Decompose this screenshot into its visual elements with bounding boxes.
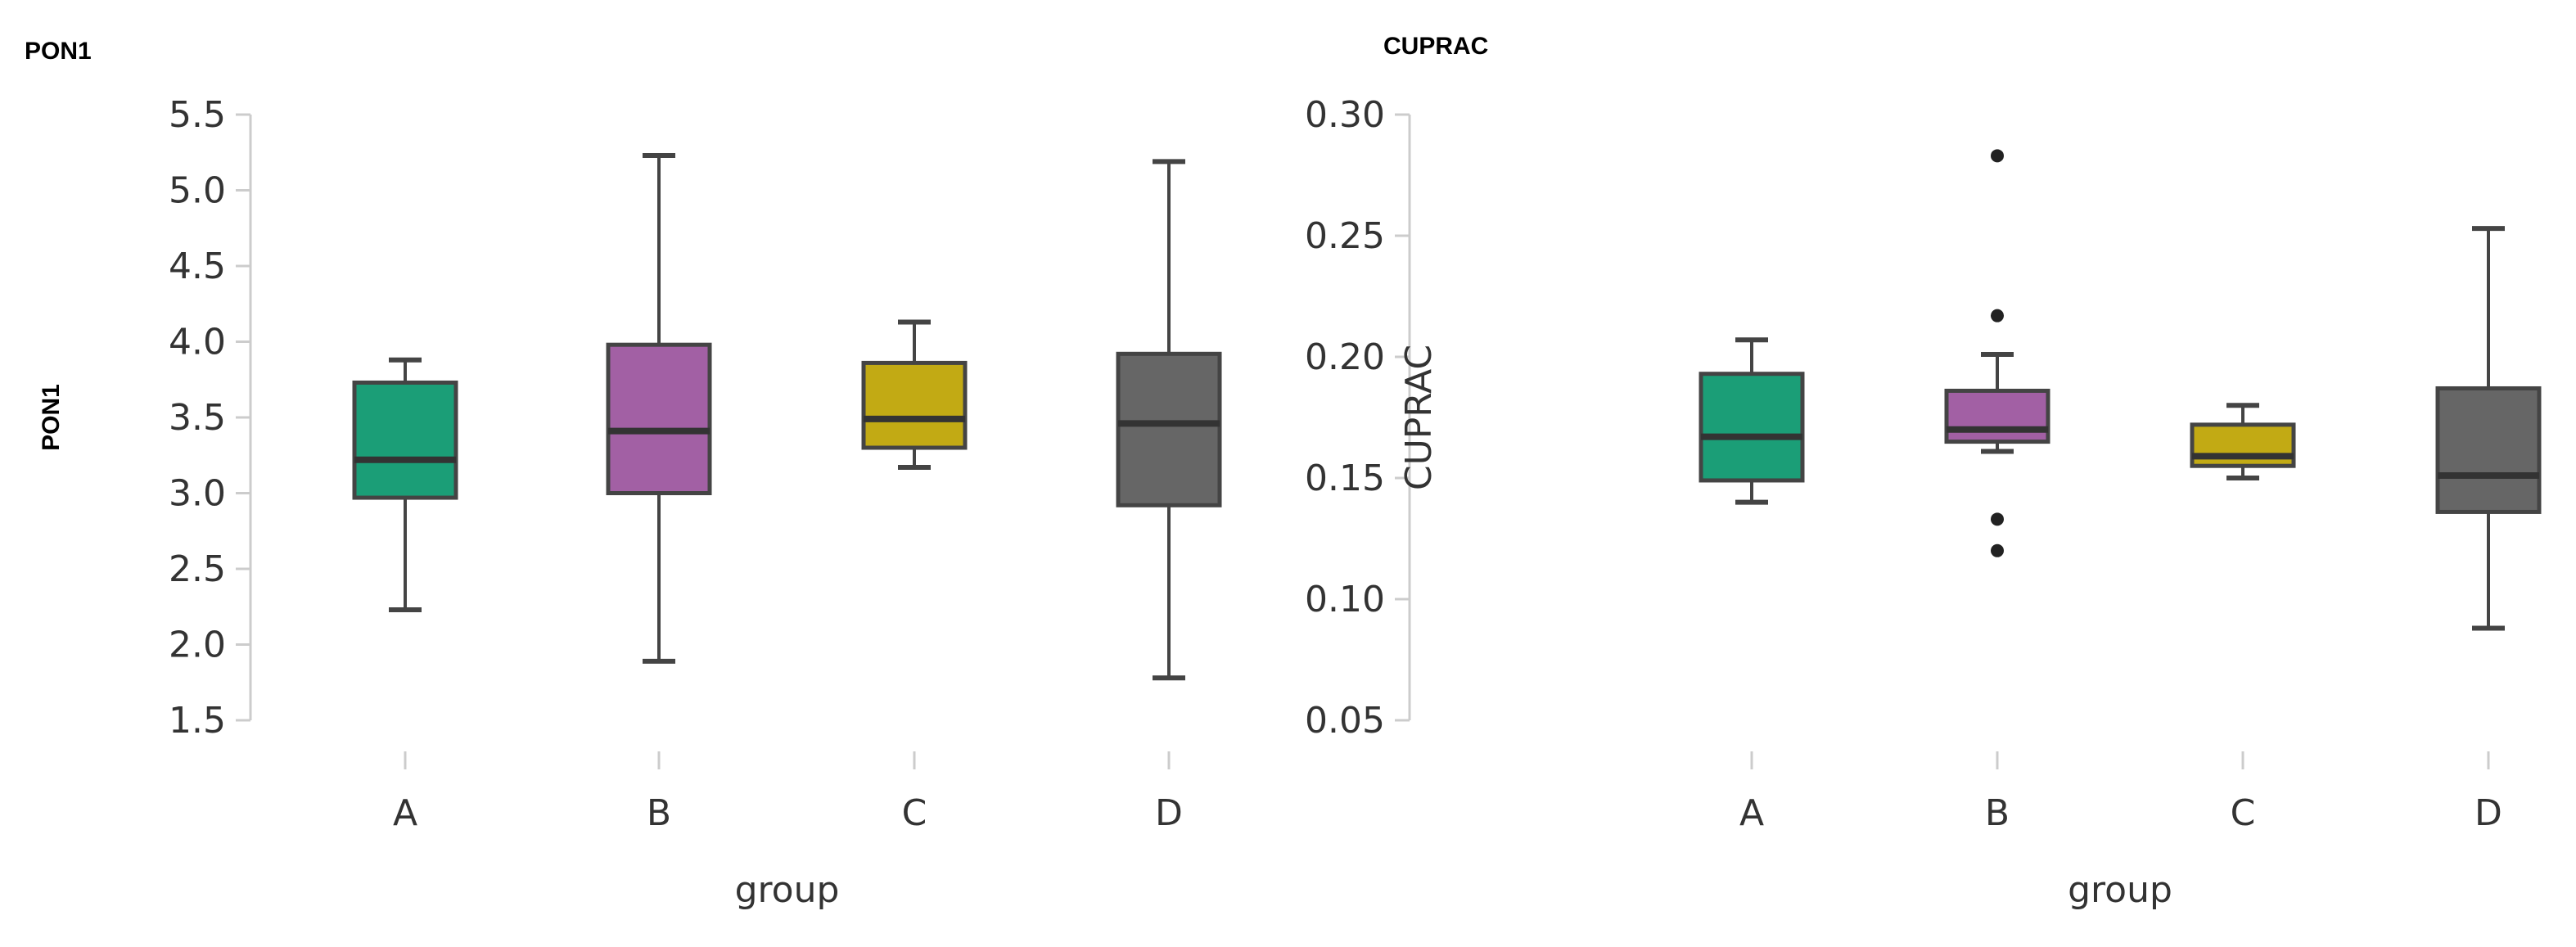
x-tick-label: B [647,792,671,834]
y-tick-label: 0.05 [1305,700,1385,742]
outlier-point [1991,149,2004,163]
y-tick-label: 0.30 [1305,94,1385,136]
x-tick-label: B [1985,792,2010,834]
y-axis-label: CUPRAC [1398,345,1440,490]
x-axis-label: group [2068,869,2172,911]
y-tick-label: 2.0 [169,625,226,666]
y-axis-label: PON1 [38,384,65,451]
outlier-point [1991,512,2004,526]
y-tick-label: 0.25 [1305,215,1385,257]
x-tick-label: C [902,792,927,834]
y-tick-label: 4.0 [169,322,226,363]
outlier-point [1991,309,2004,322]
y-tick-label: 0.10 [1305,579,1385,620]
chart-title-cuprac: CUPRAC [1383,33,1488,60]
y-tick-label: 1.5 [169,700,226,742]
y-tick-label: 5.0 [169,170,226,212]
y-tick-label: 0.20 [1305,336,1385,378]
y-tick-label: 3.5 [169,397,226,439]
box-B [606,342,712,496]
x-tick-label: A [393,792,417,834]
x-tick-label: A [1739,792,1764,834]
box-A [352,380,458,500]
y-tick-label: 4.5 [169,246,226,287]
y-tick-label: 0.15 [1305,458,1385,499]
y-tick-label: 2.5 [169,548,226,590]
box-C [861,360,968,450]
chart-title-pon1: PON1 [25,38,92,65]
y-tick-label: 5.5 [169,94,226,136]
x-tick-label: D [1155,792,1183,834]
box-D [1116,351,1222,507]
box-B [1944,388,2050,444]
outlier-point [1991,543,2004,557]
y-tick-label: 3.0 [169,473,226,515]
box-D [2435,386,2542,514]
x-tick-label: C [2231,792,2256,834]
x-axis-label: group [735,869,840,911]
x-tick-label: D [2474,792,2502,834]
box-C [2190,422,2296,468]
box-A [1699,372,1805,483]
